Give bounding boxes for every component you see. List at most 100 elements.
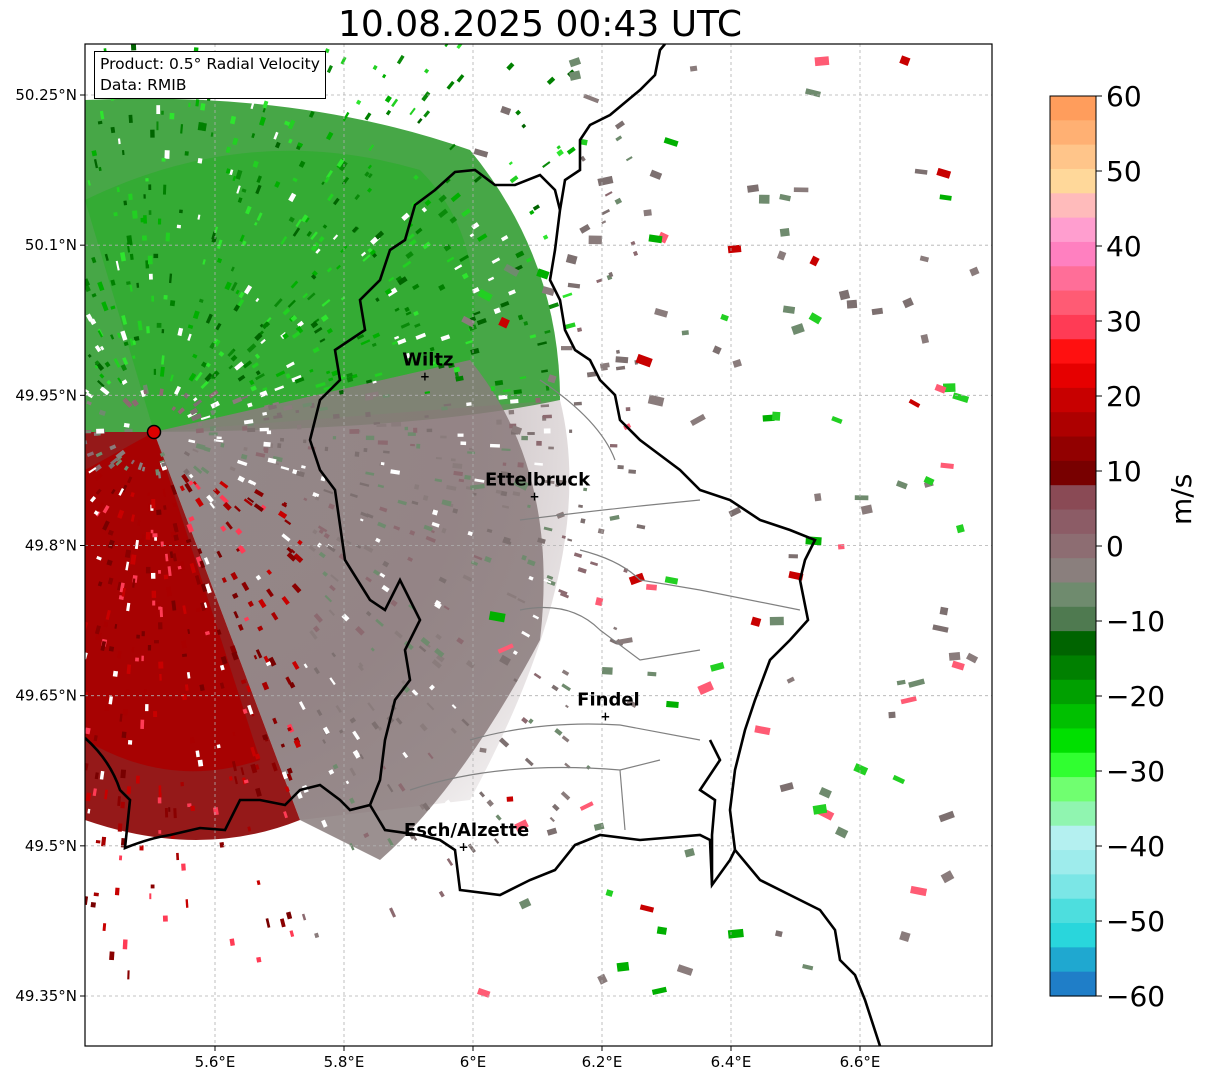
echo-speckle (632, 250, 639, 257)
echo-speckle (615, 356, 629, 364)
echo-speckle (908, 398, 921, 408)
lon-tick-label: 5.6°E (195, 1053, 236, 1071)
echo-speckle (349, 842, 355, 851)
echo-speckle (473, 175, 482, 183)
city-marker: + (420, 369, 430, 383)
echo-speckle (312, 625, 320, 633)
echo-speckle (285, 373, 291, 379)
echo-speckle (411, 689, 419, 697)
echo-speckle (323, 488, 334, 495)
echo-speckle (107, 539, 115, 549)
lat-tick-label: 49.8°N (25, 537, 77, 555)
echo-speckle (258, 598, 267, 609)
echo-speckle (305, 217, 310, 223)
echo-speckle (285, 676, 292, 685)
echo-speckle (528, 575, 534, 581)
echo-speckle (414, 484, 420, 490)
echo-speckle (513, 477, 530, 491)
echo-speckle (542, 161, 551, 168)
echo-speckle (120, 330, 128, 341)
city-marker: + (600, 710, 610, 724)
echo-speckle (95, 632, 102, 641)
echo-speckle (94, 364, 99, 369)
echo-speckle (172, 502, 177, 508)
colorbar-segment (1050, 485, 1096, 511)
lat-tick-label: 49.65°N (15, 687, 77, 705)
echo-speckle (91, 150, 98, 157)
echo-speckle (609, 638, 618, 645)
echo-speckle (117, 509, 125, 519)
echo-speckle (97, 581, 103, 587)
echo-speckle (157, 218, 162, 225)
echo-speckle (93, 158, 99, 169)
echo-speckle (251, 133, 256, 139)
echo-speckle (189, 407, 199, 416)
echo-speckle (117, 377, 123, 384)
echo-speckle (615, 365, 626, 371)
echo-speckle (338, 389, 345, 395)
echo-speckle (391, 98, 399, 108)
echo-speckle (454, 264, 463, 271)
echo-speckle (902, 297, 914, 309)
echo-speckle (216, 239, 223, 250)
echo-speckle (330, 574, 339, 582)
echo-speckle (159, 366, 165, 377)
echo-speckle (172, 553, 177, 562)
map-title: 10.08.2025 00:43 UTC (337, 4, 743, 45)
echo-speckle (241, 188, 247, 193)
echo-speckle (149, 893, 152, 900)
echo-speckle (900, 696, 917, 705)
echo-speckle (568, 57, 582, 68)
echo-speckle (601, 220, 607, 225)
echo-speckle (354, 194, 361, 201)
echo-speckle (189, 737, 195, 744)
echo-green-sector-light (85, 150, 475, 432)
echo-speckle (225, 168, 231, 175)
lon-tick-label: 6.2°E (582, 1053, 623, 1071)
echo-speckle (158, 606, 162, 610)
echo-speckle (152, 600, 156, 606)
echo-speckle (407, 233, 415, 240)
echo-speckle (89, 496, 97, 503)
echo-speckle (438, 283, 446, 291)
echo-speckle (216, 257, 223, 264)
echo-speckle (486, 799, 494, 807)
echo-speckle (105, 609, 111, 620)
echo-speckle (325, 131, 334, 141)
echo-speckle (316, 709, 323, 717)
echo-speckle (413, 427, 418, 433)
echo-speckle (99, 770, 105, 780)
echo-speckle (96, 428, 105, 434)
echo-speckle (208, 389, 219, 399)
echo-speckle (104, 693, 110, 700)
echo-speckle (435, 633, 442, 641)
echo-speckle (286, 773, 293, 781)
echo-speckle (235, 528, 243, 536)
echo-speckle (194, 371, 203, 382)
echo-speckle (546, 574, 554, 580)
echo-speckle (220, 525, 227, 532)
echo-speckle (727, 928, 744, 939)
echo-speckle (336, 158, 345, 168)
echo-speckle (923, 476, 935, 486)
echo-speckle (614, 120, 625, 130)
echo-speckle (322, 739, 327, 744)
echo-speckle (645, 583, 657, 591)
echo-speckle (129, 284, 133, 292)
echo-speckle (141, 655, 144, 662)
echo-speckle (377, 484, 385, 489)
echo-speckle (197, 548, 203, 555)
echo-speckle (312, 346, 320, 354)
echo-speckle (326, 327, 333, 334)
echo-speckle (372, 569, 381, 576)
echo-speckle (551, 684, 559, 692)
echo-speckle (179, 485, 185, 492)
echo-speckle (536, 268, 550, 280)
echo-speckle (676, 964, 694, 976)
echo-speckle (376, 423, 387, 428)
echo-speckle (141, 466, 146, 472)
echo-speckle (85, 762, 89, 771)
echo-speckle (617, 465, 624, 470)
echo-speckle (854, 495, 869, 501)
echo-speckle (477, 288, 493, 302)
